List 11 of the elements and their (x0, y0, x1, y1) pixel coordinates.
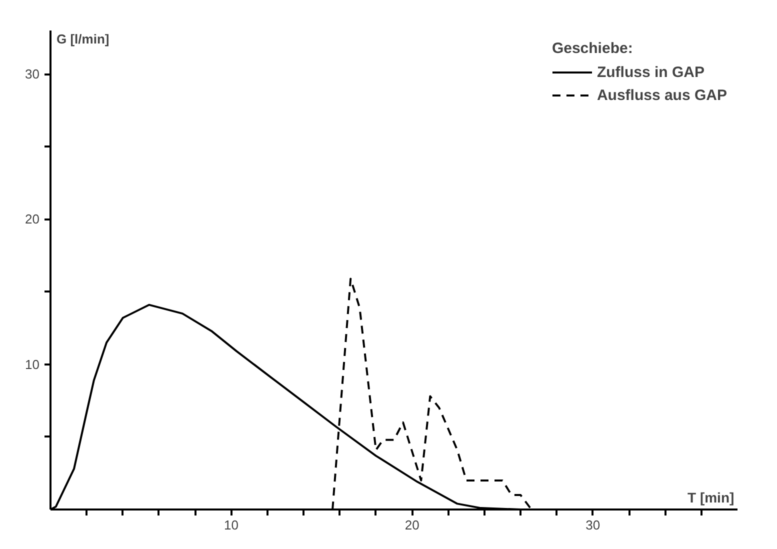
legend-label: Ausfluss aus GAP (596, 86, 727, 104)
y-tick-label: 10 (25, 356, 40, 372)
y-tick-label: 20 (25, 212, 40, 227)
y-tick-label: 30 (25, 66, 40, 82)
legend-title: Geschiebe: (552, 40, 634, 57)
x-tick-label: 20 (404, 518, 420, 532)
legend-label: Zufluss in GAP (596, 64, 704, 80)
x-axis-title: T [min] (688, 490, 734, 506)
x-tick-label: 10 (224, 518, 239, 532)
y-axis-title: G [l/min] (56, 32, 110, 46)
x-tick-label: 30 (586, 518, 600, 532)
